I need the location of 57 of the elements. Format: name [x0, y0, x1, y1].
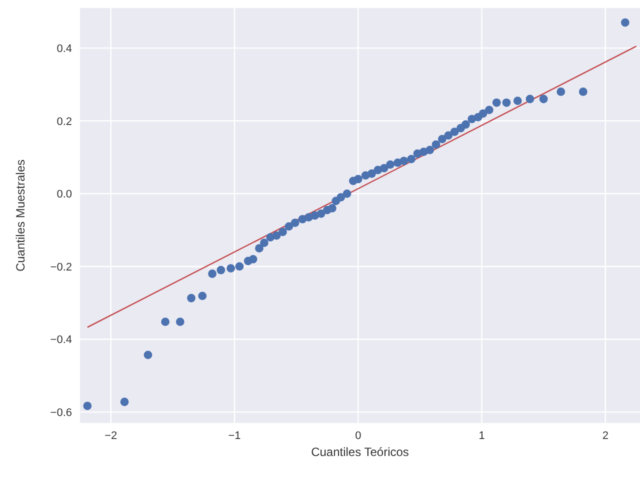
- point: [620, 18, 630, 27]
- point: [284, 222, 294, 231]
- point: [432, 140, 440, 149]
- point: [328, 204, 336, 212]
- point: [426, 146, 434, 154]
- point: [226, 264, 236, 272]
- point: [83, 402, 92, 410]
- point: [450, 128, 459, 136]
- x-tick-label: 2: [602, 430, 608, 442]
- point: [161, 318, 170, 326]
- point: [198, 292, 207, 300]
- point: [144, 350, 152, 360]
- point: [400, 156, 408, 166]
- y-tick-label: 0.2: [56, 116, 72, 128]
- point: [368, 169, 376, 178]
- point: [176, 318, 184, 326]
- point: [438, 134, 446, 144]
- y-tick-label: 0.0: [56, 188, 72, 201]
- point: [578, 88, 588, 96]
- point: [478, 109, 488, 118]
- point: [336, 193, 346, 202]
- y-tick-label: −0.4: [50, 334, 72, 346]
- point: [272, 231, 281, 240]
- point: [187, 294, 196, 302]
- point: [539, 94, 548, 104]
- point: [492, 98, 501, 107]
- point: [556, 88, 566, 96]
- x-axis-title: Cuantiles Teóricos: [311, 445, 409, 459]
- point: [386, 160, 394, 169]
- y-tick-label: 0.4: [56, 42, 72, 55]
- x-tick-label: −1: [228, 430, 241, 442]
- point: [255, 244, 264, 252]
- y-tick-label: −0.2: [50, 261, 72, 274]
- point: [342, 189, 352, 198]
- point: [354, 174, 362, 184]
- point: [484, 106, 494, 114]
- point: [260, 238, 268, 248]
- x-tick-label: −2: [104, 430, 118, 442]
- y-tick-label: −0.6: [50, 406, 72, 419]
- point: [290, 218, 300, 227]
- point: [444, 131, 453, 140]
- point: [526, 94, 534, 104]
- x-tick-label: 1: [478, 430, 485, 442]
- point: [316, 209, 326, 218]
- point: [120, 398, 129, 406]
- point: [461, 120, 470, 129]
- x-tick-label: 0: [355, 430, 362, 442]
- point: [380, 164, 388, 172]
- y-axis-title: Cuantiles Muestrales: [13, 159, 28, 272]
- point: [513, 96, 522, 106]
- point: [216, 266, 226, 274]
- point: [248, 254, 258, 264]
- point: [278, 228, 287, 236]
- point: [407, 154, 416, 164]
- point: [235, 262, 244, 271]
- point: [208, 270, 216, 278]
- point: [502, 98, 511, 107]
